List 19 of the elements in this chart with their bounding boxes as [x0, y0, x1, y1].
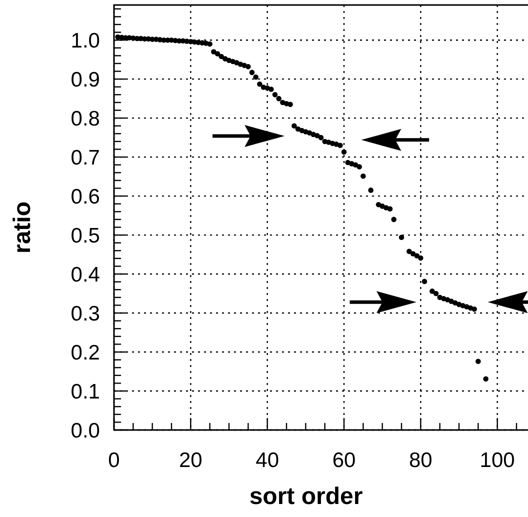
x-tick-label: 0	[108, 449, 120, 472]
y-tick-label: 0.3	[70, 302, 100, 326]
y-tick-label: 0.2	[70, 342, 100, 365]
x-tick-label: 60	[332, 449, 356, 472]
y-axis-title: ratio	[9, 201, 36, 254]
y-tick-label: 0.9	[70, 68, 100, 92]
y-tick-label: 0.6	[70, 186, 100, 209]
x-axis-title: sort order	[249, 483, 363, 510]
x-tick-label: 40	[256, 449, 280, 472]
y-tick-label: 0.4	[70, 264, 100, 287]
y-tick-label: 0.0	[70, 420, 100, 443]
y-tick-label: 0.1	[70, 380, 100, 404]
x-tick-label: 100	[480, 449, 515, 472]
y-tick-label: 0.5	[70, 224, 100, 248]
y-tick-label: 0.8	[70, 108, 100, 131]
y-tick-label: 1.0	[70, 30, 100, 53]
x-tick-label: 20	[178, 449, 202, 472]
x-tick-label: 80	[408, 449, 432, 472]
y-tick-label: 0.7	[70, 146, 100, 170]
